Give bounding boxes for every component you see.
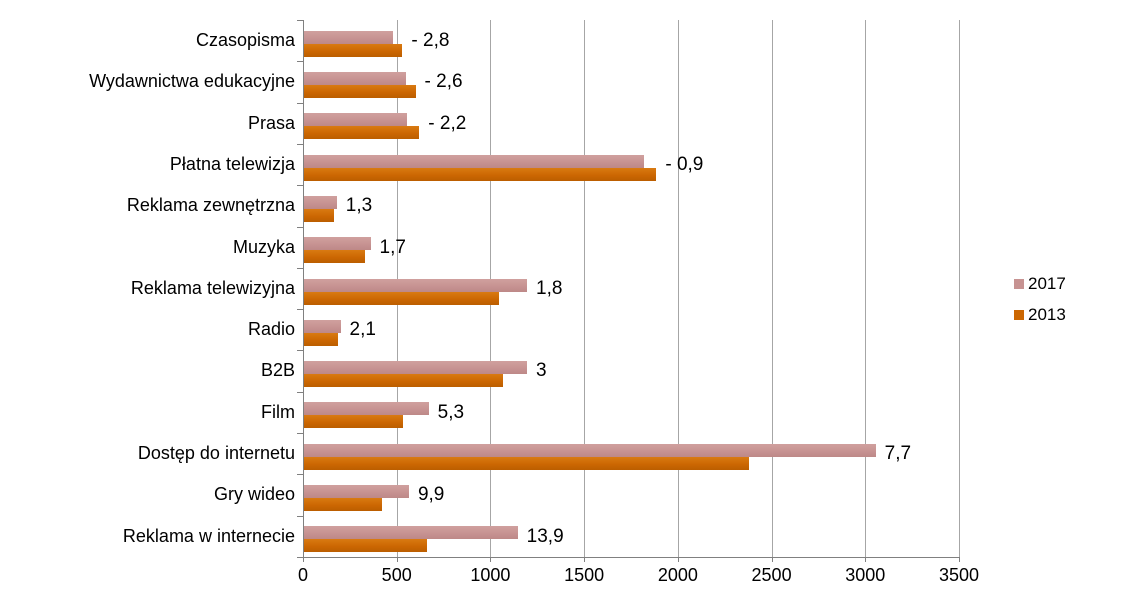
y-axis-tick <box>297 20 303 21</box>
y-axis-tick <box>297 391 303 393</box>
bar-2013-12 <box>304 498 382 512</box>
legend-label-2017: 2017 <box>1028 274 1066 293</box>
value-label: - 2,2 <box>428 112 467 134</box>
x-axis-tick <box>584 557 586 562</box>
bar-2013-6 <box>304 250 365 264</box>
x-tick-label: 0 <box>297 565 309 585</box>
y-axis-tick <box>297 143 303 145</box>
legend-label-2013: 2013 <box>1028 305 1066 324</box>
category-label: Reklama telewizyjna <box>130 277 295 298</box>
value-label: 2,1 <box>349 319 376 341</box>
x-axis-tick <box>396 557 398 562</box>
x-tick-label: 3500 <box>938 565 980 585</box>
x-axis-tick <box>490 557 492 562</box>
value-label: 1,3 <box>345 195 373 217</box>
x-tick-label: 2500 <box>751 565 792 585</box>
legend: 2017 2013 <box>1014 275 1066 337</box>
legend-item-2013: 2013 <box>1014 306 1066 324</box>
x-axis-tick <box>865 557 867 562</box>
x-axis-tick <box>303 557 304 562</box>
x-tick-label: 1000 <box>470 565 511 585</box>
x-axis-tick <box>959 557 960 562</box>
y-axis-tick <box>297 557 303 558</box>
x-axis-tick <box>771 557 773 562</box>
value-label: 1,8 <box>536 277 563 299</box>
y-axis-line <box>303 20 304 557</box>
y-axis-tick <box>297 226 303 228</box>
value-label: - 2,8 <box>411 30 450 51</box>
y-axis-tick <box>297 185 303 187</box>
bar-2013-7 <box>304 291 499 305</box>
bar-2013-8 <box>304 332 338 346</box>
category-label: Wydawnictwa edukacyjne <box>89 71 295 92</box>
bar-2013-1 <box>304 43 403 57</box>
bar-2013-13 <box>304 539 427 553</box>
category-label: Radio <box>247 319 295 340</box>
bar-2013-11 <box>304 456 750 470</box>
category-label: Reklama zewnętrzna <box>126 195 295 216</box>
bar-2013-10 <box>304 415 404 429</box>
bar-2017-13 <box>304 526 518 540</box>
y-axis-tick <box>297 61 303 63</box>
gridline-2000 <box>677 20 679 557</box>
bar-2013-3 <box>304 126 420 140</box>
x-tick-label: 500 <box>381 565 412 585</box>
value-label: - 0,9 <box>665 153 704 175</box>
bar-2017-12 <box>304 485 409 499</box>
y-axis-tick <box>297 474 303 476</box>
legend-swatch-2017-icon <box>1014 279 1024 289</box>
gridline-2500 <box>771 20 773 557</box>
category-label: Gry wideo <box>213 484 295 505</box>
x-tick-label: 1500 <box>564 565 605 585</box>
x-axis-line <box>303 557 959 558</box>
bar-2013-5 <box>304 208 334 222</box>
plot-area: - 2,8 - 2,6 - 2,2 - 0,9 1,3 1,7 1,8 2,1 3 5,3 7,7 9… <box>297 20 960 562</box>
y-axis-tick <box>297 515 303 517</box>
value-label: 1,7 <box>379 236 406 258</box>
bar-2013-4 <box>304 167 657 181</box>
bar-2017-1 <box>304 30 394 44</box>
y-axis-tick <box>297 267 303 269</box>
legend-swatch-2013-icon <box>1014 310 1024 320</box>
bar-2017-3 <box>304 113 408 127</box>
gridline-1500 <box>584 20 586 557</box>
bar-2013-9 <box>304 374 503 388</box>
legend-item-2017: 2017 <box>1014 275 1066 293</box>
y-axis-tick <box>297 433 303 435</box>
value-label: 13,9 <box>526 525 564 547</box>
category-label: Płatna telewizja <box>169 153 295 174</box>
bar-2017-7 <box>304 278 528 292</box>
value-label: 5,3 <box>437 401 465 423</box>
category-label: Reklama w internecie <box>122 525 295 546</box>
category-label: Dostęp do internetu <box>137 443 295 464</box>
bar-2017-5 <box>304 195 337 209</box>
bar-2017-10 <box>304 402 429 416</box>
category-label: Film <box>261 401 295 422</box>
category-label: Czasopisma <box>195 30 295 50</box>
y-axis-tick <box>297 309 303 311</box>
x-axis-tick <box>677 557 679 562</box>
bar-2017-9 <box>304 361 528 375</box>
category-label: Prasa <box>247 112 295 133</box>
value-label: 9,9 <box>417 484 445 506</box>
gridline-3500 <box>959 20 960 557</box>
category-label: B2B <box>260 360 295 381</box>
bar-2017-11 <box>304 443 876 457</box>
bar-2017-4 <box>304 154 645 168</box>
bar-2017-2 <box>304 71 407 85</box>
x-tick-label: 2000 <box>657 565 698 585</box>
y-axis-tick <box>297 350 303 352</box>
value-label: 7,7 <box>884 443 912 465</box>
x-tick-label: 3000 <box>845 565 886 585</box>
bar-2013-2 <box>304 84 416 98</box>
gridline-3000 <box>865 20 867 557</box>
category-label: Muzyka <box>232 236 295 257</box>
bar-2017-8 <box>304 319 341 333</box>
value-label: - 2,6 <box>424 71 463 93</box>
value-label: 3 <box>536 360 547 382</box>
bar-2017-6 <box>304 237 371 251</box>
y-axis-tick <box>297 102 303 104</box>
